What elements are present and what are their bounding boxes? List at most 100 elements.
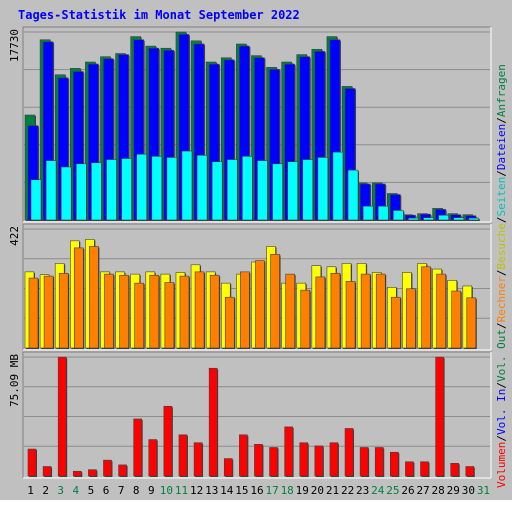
bar-volumen-day-20: [314, 445, 324, 477]
bar-rechner-day-6: [104, 273, 114, 349]
bar-rechner-day-25: [391, 296, 401, 349]
bar-rechner-day-16: [255, 260, 265, 349]
bar-volumen-day-9: [148, 439, 158, 477]
legend-separator: /: [495, 269, 508, 276]
bar-volumen-day-29: [450, 463, 460, 477]
bar-seiten-day-26: [408, 217, 419, 221]
bar-volumen-day-16: [254, 444, 263, 477]
bar-seiten-day-4: [75, 163, 87, 221]
legend-entry: Anfragen: [495, 64, 508, 117]
legend-separator: /: [495, 170, 508, 177]
bar-volumen-day-26: [405, 461, 414, 477]
bar-seiten-day-21: [332, 151, 344, 221]
bar-rechner-day-15: [240, 271, 250, 349]
bar-seiten-day-12: [196, 155, 208, 221]
x-axis-labels: 1 2 3 4 5 6 7 8 9 10 11 12 13 14 15 16 17 18 19 20 21 22 23 24 2…: [27, 484, 490, 497]
bar-rechner-day-20: [315, 276, 326, 349]
bar-volumen-day-13: [208, 367, 218, 477]
bar-seiten-day-15: [242, 156, 253, 221]
bar-volumen-day-12: [193, 442, 203, 477]
legend-separator: /: [495, 117, 508, 124]
bar-rechner-day-27: [421, 266, 431, 349]
bar-volumen-day-17: [269, 447, 278, 477]
bar-seiten-day-25: [393, 210, 404, 221]
chart-panels: 17730 422 75.09 MB: [8, 26, 492, 479]
chart-title: Tages-Statistik im Monat September 2022: [18, 8, 300, 22]
bar-rechner-day-18: [285, 273, 295, 349]
x-tick-label: 15: [235, 484, 248, 497]
x-tick-label: 25: [386, 484, 399, 497]
x-tick-label: 11: [175, 484, 188, 497]
bar-seiten-day-10: [166, 157, 178, 221]
x-tick-label: 12: [190, 484, 203, 497]
bar-volumen-day-24: [374, 447, 384, 477]
bar-rechner-day-26: [406, 288, 416, 349]
bar-volumen-day-4: [72, 470, 82, 477]
bar-seiten-day-18: [287, 161, 298, 221]
bar-volumen-day-2: [42, 466, 52, 477]
bar-seiten-day-9: [151, 156, 163, 221]
bar-volumen-day-10: [163, 405, 173, 477]
bar-seiten-day-13: [211, 161, 223, 221]
bar-seiten-day-28: [438, 214, 449, 221]
bar-rechner-day-2: [43, 275, 54, 349]
bar-rechner-day-13: [209, 274, 220, 349]
bar-rechner-day-17: [270, 254, 280, 349]
bar-seiten-day-17: [272, 163, 283, 221]
bar-seiten-day-24: [377, 205, 389, 221]
legend-separator: /: [495, 322, 508, 329]
bar-rechner-day-8: [134, 282, 144, 349]
legend-entry: Vol. Out: [495, 329, 508, 382]
bar-volumen-day-7: [118, 464, 127, 477]
x-tick-label: 16: [250, 484, 263, 497]
bar-volumen-day-14: [223, 458, 233, 477]
bar-volumen-day-25: [390, 451, 399, 477]
bar-volumen-day-3: [57, 356, 67, 477]
bar-rechner-day-21: [330, 272, 341, 349]
bar-seiten-day-5: [91, 162, 102, 221]
x-tick-label: 8: [133, 484, 140, 497]
bar-volumen-day-11: [178, 434, 188, 477]
bar-volumen-day-27: [420, 461, 429, 477]
bar-seiten-day-11: [181, 150, 193, 221]
bar-seiten-day-19: [302, 159, 314, 221]
x-tick-label: 2: [42, 484, 49, 497]
x-tick-label: 27: [416, 484, 429, 497]
bar-rechner-day-12: [194, 271, 205, 349]
panel-volume: 75.09 MB: [8, 351, 492, 479]
x-tick-label: 29: [447, 484, 460, 497]
bar-rechner-day-1: [28, 277, 39, 349]
bar-rechner-day-19: [300, 289, 311, 349]
y-max-label: 75.09 MB: [8, 354, 21, 407]
bar-rechner-day-29: [451, 290, 462, 349]
legend-separator: /: [495, 435, 508, 442]
bar-rechner-day-9: [149, 274, 160, 349]
bar-seiten-day-3: [60, 166, 72, 221]
x-tick-label: 19: [296, 484, 309, 497]
bar-rechner-day-14: [224, 296, 235, 349]
y-max-label: 422: [8, 226, 21, 246]
bar-volumen-day-21: [329, 442, 339, 477]
bar-seiten-day-8: [136, 153, 147, 221]
x-tick-label: 4: [73, 484, 80, 497]
legend-entry: Volumen: [495, 442, 508, 488]
x-tick-label: 18: [281, 484, 294, 497]
x-tick-label: 30: [462, 484, 475, 497]
x-tick-label: 13: [205, 484, 218, 497]
panel-requests: 17730: [8, 26, 492, 223]
x-tick-label: 17: [265, 484, 278, 497]
right-legend-text: Volumen/Vol. In/Vol. Out/Rechner/Besuche…: [495, 64, 508, 488]
bar-volumen-day-22: [344, 428, 354, 477]
bar-volumen-day-23: [359, 447, 369, 477]
right-legend: Volumen/Vol. In/Vol. Out/Rechner/Besuche…: [495, 64, 508, 488]
x-tick-label: 7: [118, 484, 125, 497]
bar-seiten-day-16: [257, 160, 268, 221]
x-tick-label: 28: [432, 484, 445, 497]
bar-seiten-day-7: [121, 158, 132, 221]
bar-volumen-day-19: [299, 442, 309, 477]
x-tick-label: 24: [371, 484, 385, 497]
x-tick-label: 9: [148, 484, 155, 497]
bar-seiten-day-27: [423, 217, 434, 221]
